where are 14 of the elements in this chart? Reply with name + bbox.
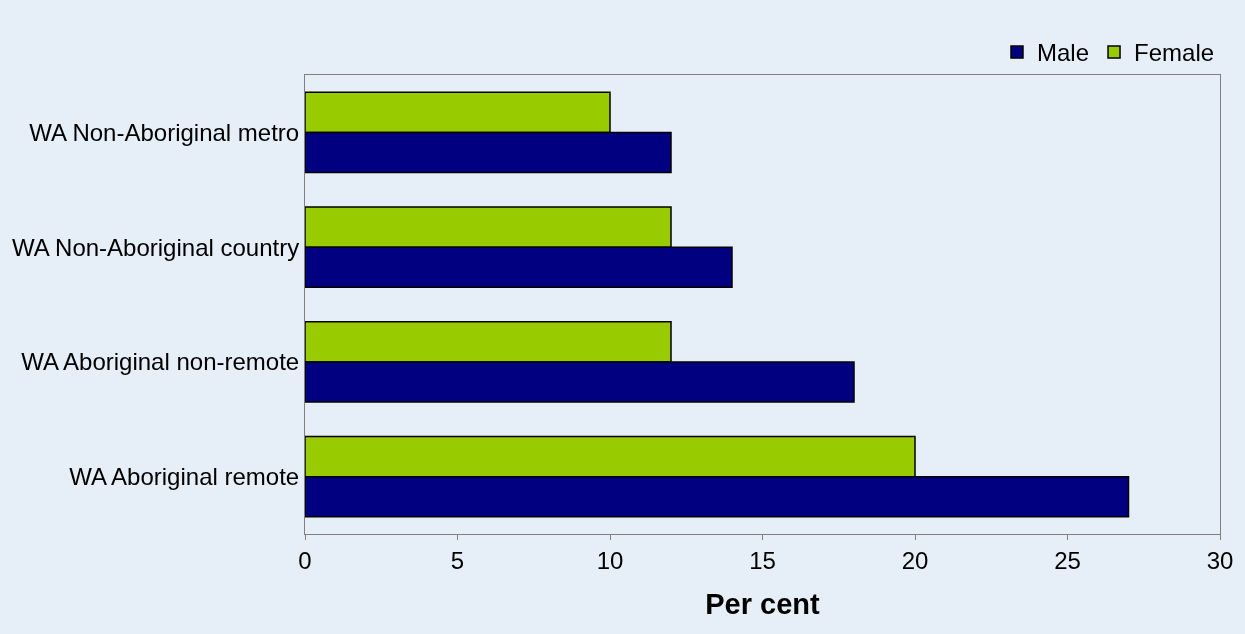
x-axis-title: Per cent bbox=[705, 587, 821, 620]
legend-label: Female bbox=[1134, 39, 1215, 67]
y-tick-label: WA Non-Aboriginal metro bbox=[29, 118, 300, 146]
legend-label: Male bbox=[1037, 39, 1090, 67]
x-tick-label: 20 bbox=[901, 546, 929, 574]
x-tick-label: 0 bbox=[298, 546, 312, 574]
x-tick-label: 10 bbox=[596, 546, 624, 574]
x-tick-label: 25 bbox=[1054, 546, 1081, 574]
x-tick-label: 15 bbox=[749, 546, 776, 574]
y-tick-label: WA Non-Aboriginal country bbox=[11, 233, 300, 261]
x-tick-label: 30 bbox=[1206, 546, 1234, 574]
x-tick-label: 5 bbox=[450, 546, 465, 574]
y-tick-label: WA Aboriginal remote bbox=[69, 463, 300, 491]
y-tick-label: WA Aboriginal non-remote bbox=[21, 348, 300, 376]
